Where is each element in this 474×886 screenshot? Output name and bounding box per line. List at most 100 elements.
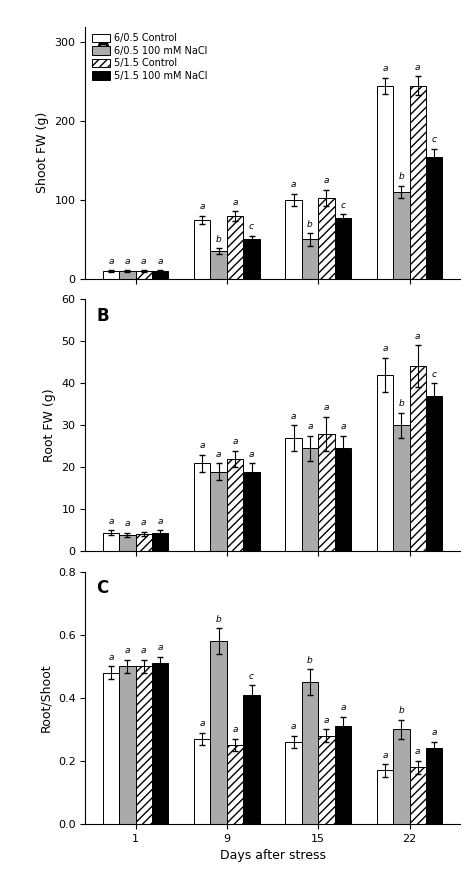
Text: b: b: [216, 615, 221, 624]
Bar: [335, 218, 351, 279]
Bar: [318, 735, 335, 824]
Text: a: a: [157, 517, 163, 526]
Bar: [103, 672, 119, 824]
Bar: [393, 192, 410, 279]
Bar: [103, 532, 119, 551]
Bar: [410, 367, 426, 551]
Text: a: a: [324, 716, 329, 725]
Text: a: a: [291, 722, 296, 731]
Text: a: a: [291, 412, 296, 421]
Bar: [410, 767, 426, 824]
Bar: [302, 448, 318, 551]
Text: a: a: [200, 202, 205, 211]
Bar: [119, 666, 136, 824]
Bar: [152, 532, 168, 551]
Bar: [393, 425, 410, 551]
Text: a: a: [324, 176, 329, 185]
Bar: [119, 271, 136, 279]
Bar: [426, 749, 442, 824]
Text: a: a: [382, 750, 388, 759]
Text: a: a: [141, 647, 146, 656]
Y-axis label: Root FW (g): Root FW (g): [43, 388, 56, 462]
Bar: [426, 396, 442, 551]
Bar: [136, 533, 152, 551]
Text: a: a: [415, 748, 420, 757]
X-axis label: Days after stress: Days after stress: [219, 850, 326, 862]
Text: c: c: [340, 201, 346, 210]
Bar: [302, 682, 318, 824]
Text: a: a: [431, 728, 437, 737]
Text: a: a: [291, 180, 296, 190]
Bar: [210, 641, 227, 824]
Bar: [136, 271, 152, 279]
Bar: [393, 729, 410, 824]
Bar: [318, 198, 335, 279]
Text: a: a: [200, 719, 205, 728]
Bar: [152, 271, 168, 279]
Bar: [426, 157, 442, 279]
Text: a: a: [108, 517, 114, 526]
Text: a: a: [125, 257, 130, 266]
Text: B: B: [97, 307, 109, 324]
Text: a: a: [415, 63, 420, 72]
Bar: [410, 86, 426, 279]
Bar: [227, 459, 243, 551]
Bar: [152, 663, 168, 824]
Text: a: a: [340, 703, 346, 712]
Text: a: a: [232, 198, 238, 206]
Text: b: b: [399, 399, 404, 408]
Text: A: A: [97, 35, 109, 52]
Text: c: c: [249, 672, 254, 680]
Text: a: a: [382, 345, 388, 354]
Y-axis label: Root/Shoot: Root/Shoot: [39, 664, 52, 732]
Bar: [194, 220, 210, 279]
Legend: 6/0.5 Control, 6/0.5 100 mM NaCl, 5/1.5 Control, 5/1.5 100 mM NaCl: 6/0.5 Control, 6/0.5 100 mM NaCl, 5/1.5 …: [90, 31, 209, 82]
Text: a: a: [216, 449, 221, 459]
Bar: [377, 375, 393, 551]
Bar: [285, 742, 302, 824]
Text: a: a: [141, 518, 146, 527]
Text: a: a: [157, 643, 163, 652]
Text: b: b: [216, 235, 221, 244]
Bar: [335, 727, 351, 824]
Text: a: a: [415, 332, 420, 341]
Text: a: a: [200, 441, 205, 450]
Text: b: b: [307, 220, 313, 229]
Bar: [119, 534, 136, 551]
Bar: [318, 433, 335, 551]
Text: a: a: [141, 257, 146, 266]
Text: a: a: [307, 423, 313, 431]
Text: a: a: [232, 437, 238, 446]
Bar: [285, 200, 302, 279]
Bar: [210, 252, 227, 279]
Bar: [194, 463, 210, 551]
Text: a: a: [125, 519, 130, 528]
Y-axis label: Shoot FW (g): Shoot FW (g): [36, 113, 49, 193]
Bar: [377, 770, 393, 824]
Text: b: b: [307, 656, 313, 664]
Bar: [243, 695, 260, 824]
Text: a: a: [108, 653, 114, 662]
Bar: [227, 216, 243, 279]
Bar: [194, 739, 210, 824]
Text: a: a: [249, 449, 254, 459]
Bar: [285, 438, 302, 551]
Bar: [377, 86, 393, 279]
Text: a: a: [340, 423, 346, 431]
Text: c: c: [432, 369, 437, 378]
Text: b: b: [399, 173, 404, 182]
Text: C: C: [97, 579, 109, 597]
Bar: [302, 239, 318, 279]
Text: a: a: [382, 65, 388, 74]
Bar: [227, 745, 243, 824]
Text: b: b: [399, 706, 404, 715]
Text: a: a: [125, 647, 130, 656]
Text: a: a: [108, 257, 114, 266]
Bar: [210, 471, 227, 551]
Bar: [103, 271, 119, 279]
Text: c: c: [432, 136, 437, 144]
Text: a: a: [232, 726, 238, 734]
Text: a: a: [324, 403, 329, 412]
Bar: [335, 448, 351, 551]
Text: a: a: [157, 257, 163, 266]
